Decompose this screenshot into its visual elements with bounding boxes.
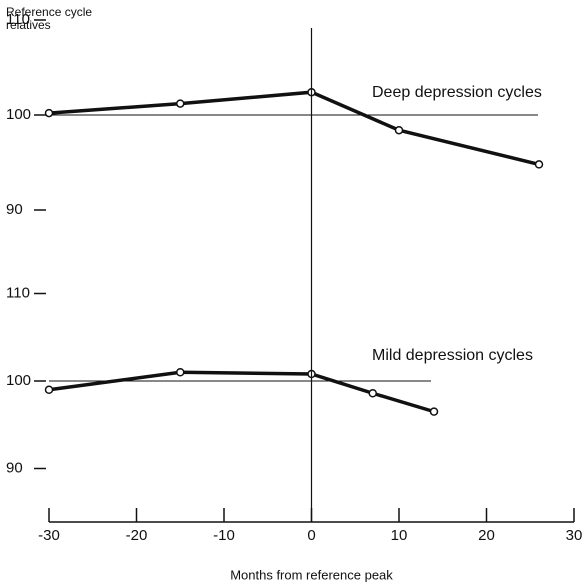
data-point: [44, 108, 54, 118]
y-tick-label: 100: [6, 372, 31, 389]
data-point: [394, 125, 404, 135]
x-tick-label: 20: [478, 527, 495, 544]
data-point: [176, 99, 185, 108]
data-point: [176, 368, 185, 377]
y-axis-label: Reference cycle relatives: [6, 5, 93, 32]
x-tick-label: 30: [566, 527, 583, 544]
x-tick-label: 0: [307, 527, 315, 544]
y-tick-label: 90: [6, 201, 23, 218]
data-point: [368, 389, 377, 398]
y-tick-label: 110: [6, 11, 30, 28]
x-axis-label: Months from reference peak: [230, 567, 393, 582]
y-tick-label: 110: [6, 284, 30, 301]
x-tick-label: -30: [38, 527, 60, 544]
x-tick-label: -10: [213, 527, 235, 544]
x-tick-label: 10: [391, 527, 408, 544]
y-tick-label: 100: [6, 106, 31, 123]
data-point: [429, 407, 439, 416]
panel-title: Deep depression cycles: [372, 84, 542, 101]
data-point: [534, 160, 544, 169]
panel-title: Mild depression cycles: [372, 347, 533, 364]
x-tick-label: -20: [126, 527, 148, 544]
y-tick-label: 90: [6, 459, 23, 476]
series-line: [48, 90, 540, 167]
data-point: [44, 385, 54, 394]
